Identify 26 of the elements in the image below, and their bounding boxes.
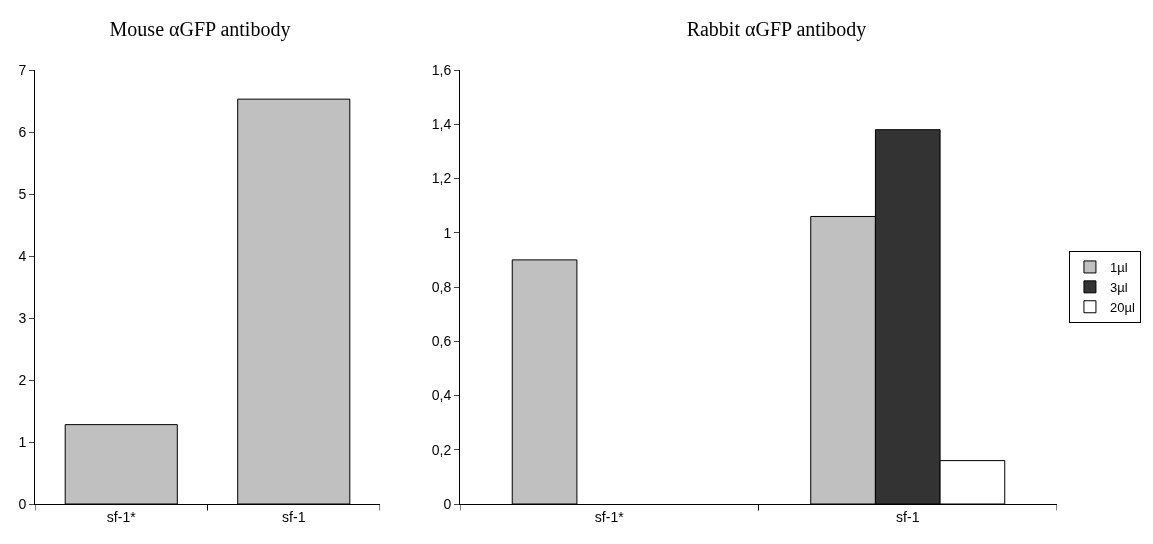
x-tick-label: sf-1* — [594, 508, 625, 525]
y-tick-label: 0,8 — [431, 278, 452, 295]
y-tick-label: 1,4 — [431, 116, 452, 133]
legend-label: 1µl — [1109, 260, 1128, 276]
x-tick-label: sf-1 — [282, 508, 306, 525]
y-tick-label: 5 — [18, 185, 27, 202]
y-tick-label: 1,6 — [431, 61, 452, 78]
y-tick-label: 1 — [18, 433, 27, 450]
y-tick-label: 0,4 — [431, 387, 452, 404]
legend-label: 3µl — [1109, 279, 1128, 295]
y-tick-label: 3 — [18, 309, 27, 326]
y-tick-label: 1,2 — [431, 170, 452, 187]
y-tick-label: 1 — [443, 224, 452, 241]
x-tick-label: sf-1 — [896, 508, 920, 525]
y-tick-label: 7 — [18, 61, 27, 78]
x-tick-label: sf-1* — [106, 508, 137, 525]
chart-title: Rabbit αGFP antibody — [686, 17, 867, 41]
y-tick-label: 4 — [18, 247, 27, 264]
y-tick-label: 0,2 — [431, 441, 452, 458]
chart-title: Mouse αGFP antibody — [109, 17, 291, 41]
y-tick-label: 0 — [18, 495, 27, 512]
y-tick-label: 6 — [18, 123, 27, 140]
y-tick-label: 2 — [18, 371, 27, 388]
y-tick-label: 0 — [443, 495, 452, 512]
y-tick-label: 0,6 — [431, 333, 452, 350]
legend-label: 20µl — [1109, 299, 1135, 315]
